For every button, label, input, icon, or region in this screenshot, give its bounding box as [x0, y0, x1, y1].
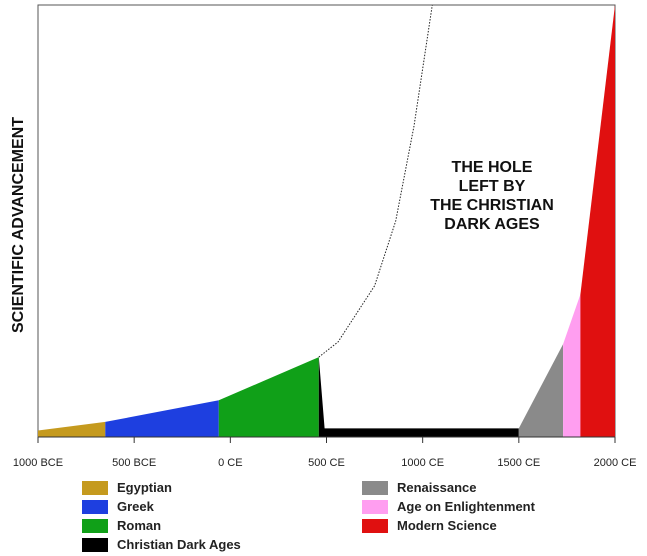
series-areas [38, 5, 615, 437]
x-tick-label: 500 CE [308, 457, 345, 469]
area-egyptian [38, 421, 106, 437]
x-tick-label: 1000 CE [401, 457, 444, 469]
y-axis-label: SCIENTIFIC ADVANCEMENT [10, 117, 27, 333]
x-axis-ticks: 1000 BCE 500 BCE 0 CE 500 CE 1000 CE 1500 CE 2… [13, 437, 636, 469]
area-renaissance [518, 344, 564, 437]
annotation-line: DARK AGES [444, 216, 540, 233]
area-greek [105, 400, 219, 437]
x-tick-label: 0 CE [218, 457, 242, 469]
x-tick-label: 1000 BCE [13, 457, 63, 469]
annotation-line: LEFT BY [459, 178, 526, 195]
annotation: THE HOLE LEFT BY THE CHRISTIAN DARK AGES [430, 159, 554, 233]
x-tick-label: 500 BCE [112, 457, 156, 469]
area-roman [218, 357, 319, 437]
area-modern-science [580, 5, 615, 437]
projection-dotted-line [318, 4, 433, 358]
annotation-line: THE CHRISTIAN [430, 197, 554, 214]
annotation-line: THE HOLE [452, 159, 533, 176]
area-christian-dark-ages [318, 357, 519, 437]
area-age-on-enlightenment [563, 294, 581, 437]
x-tick-label: 2000 CE [594, 457, 637, 469]
projection-line [318, 4, 433, 358]
x-tick-label: 1500 CE [497, 457, 540, 469]
